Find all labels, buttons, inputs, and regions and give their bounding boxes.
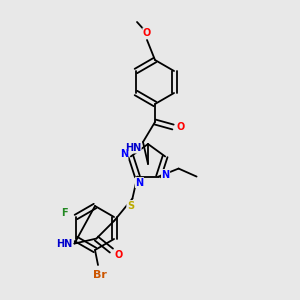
Text: N: N [120, 149, 128, 159]
Text: HN: HN [56, 238, 73, 249]
Text: S: S [127, 201, 134, 211]
Text: N: N [135, 178, 143, 188]
Text: O: O [177, 122, 185, 132]
Text: Br: Br [93, 270, 107, 280]
Text: O: O [114, 250, 122, 260]
Text: F: F [61, 208, 67, 218]
Text: N: N [161, 169, 169, 180]
Text: HN: HN [125, 143, 141, 153]
Text: O: O [143, 28, 151, 38]
